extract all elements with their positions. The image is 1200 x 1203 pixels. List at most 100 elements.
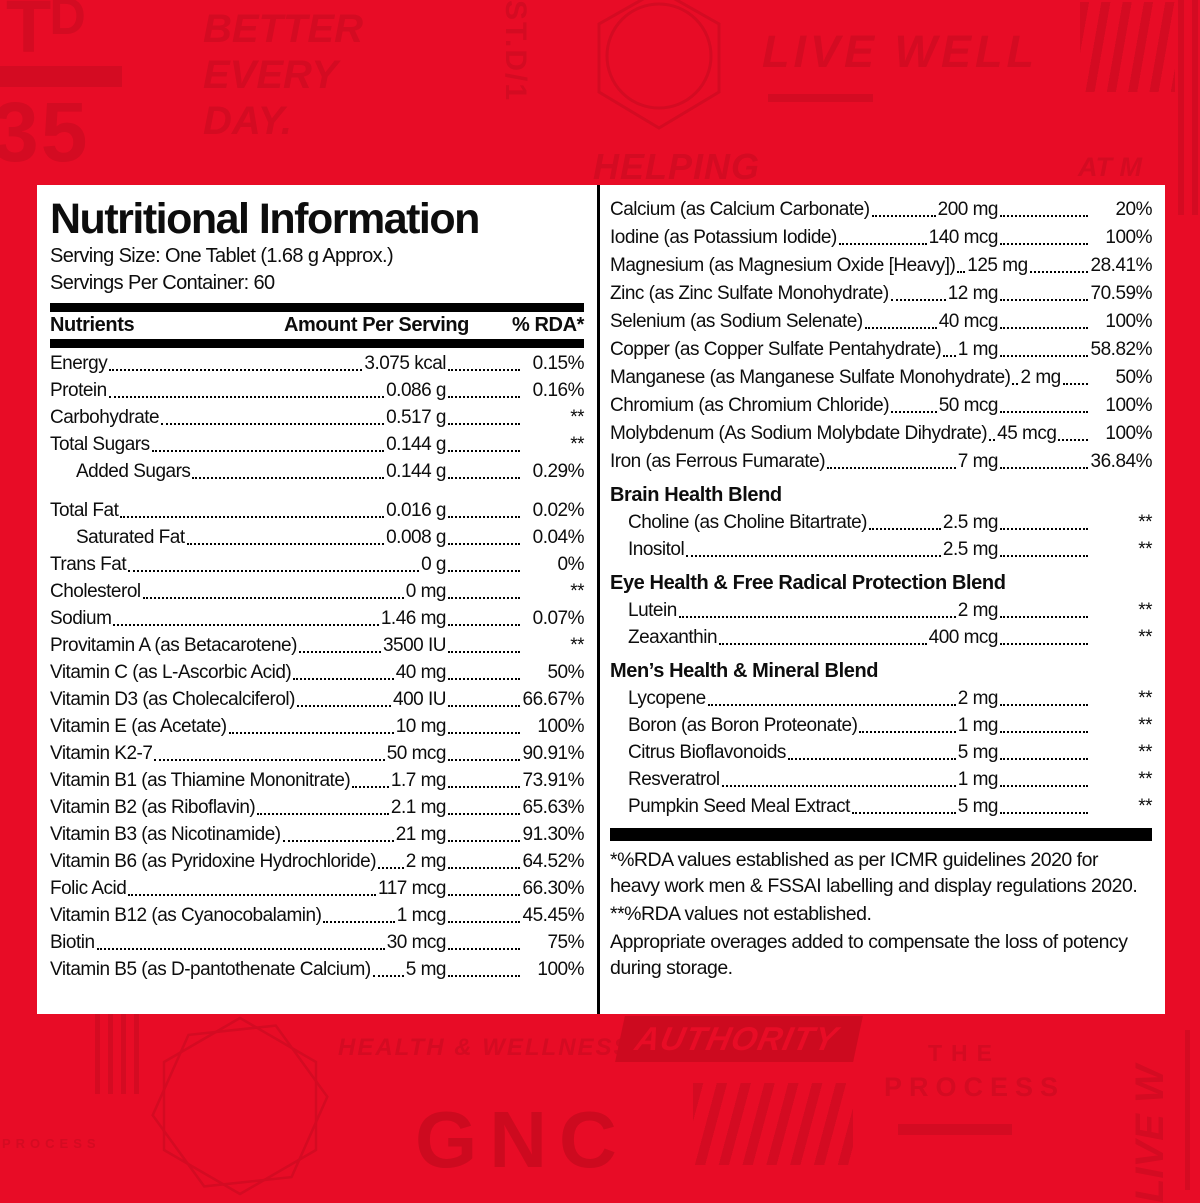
nutrient-amount: 7 mg bbox=[957, 451, 999, 472]
barcode-bars-icon bbox=[95, 1012, 143, 1094]
nutrient-amount: 1 mg bbox=[957, 769, 999, 790]
shield-hexagon-logo-icon bbox=[597, 0, 721, 130]
nutrient-name: Cholesterol bbox=[50, 580, 141, 602]
nutrient-amount: 10 mg bbox=[395, 715, 447, 737]
nutrient-name: Total Fat bbox=[50, 499, 119, 521]
table-row: Vitamin B12 (as Cyanocobalamin) 1 mcg 45.4… bbox=[50, 900, 585, 927]
blend-title: Eye Health & Free Radical Protection Ble… bbox=[610, 572, 1006, 594]
table-row: Cholesterol 0 mg ** bbox=[50, 576, 585, 603]
nutrient-rda: 45.45% bbox=[522, 904, 585, 926]
table-row: Boron (as Boron Proteonate) 1 mg ** bbox=[610, 710, 1153, 737]
dot-leader bbox=[296, 704, 392, 707]
watermark-live-well: LIVE WELL bbox=[762, 26, 1038, 77]
nutrient-amount: 12 mg bbox=[947, 283, 999, 304]
nutrient-rda: ** bbox=[570, 406, 584, 428]
watermark-at-my: AT M bbox=[1078, 152, 1142, 182]
table-row: Vitamin E (as Acetate) 10 mg 100% bbox=[50, 711, 585, 738]
dot-leader bbox=[323, 920, 395, 923]
watermark-process: PROCESS bbox=[884, 1072, 1066, 1102]
nutrient-amount: 1 mg bbox=[957, 715, 999, 736]
nutrient-rda: ** bbox=[1138, 539, 1152, 560]
nutrient-name: Lutein bbox=[628, 600, 677, 621]
dot-leader bbox=[1000, 643, 1088, 645]
nutrient-name: Chromium (as Chromium Chloride) bbox=[610, 395, 890, 416]
nutrient-rda: 100% bbox=[537, 958, 584, 980]
nutrients-table-left: Energy 3.075 kcal 0.15% Protein 0.086 g 0.16%… bbox=[50, 348, 585, 981]
dot-leader bbox=[448, 812, 520, 815]
nutrient-rda: 28.41% bbox=[1090, 255, 1153, 276]
edge-line bbox=[1185, 1030, 1190, 1190]
nutrient-rda: 100% bbox=[1105, 423, 1152, 444]
table-row: Lycopene 2 mg ** bbox=[610, 683, 1153, 710]
nutrient-name: Selenium (as Sodium Selenate) bbox=[610, 311, 863, 332]
dot-leader bbox=[1000, 555, 1088, 557]
nutrient-rda: 64.52% bbox=[522, 850, 585, 872]
nutrient-rda: 75% bbox=[547, 931, 584, 953]
watermark-gnc: GNC bbox=[415, 1095, 629, 1184]
header-nutrients: Nutrients bbox=[50, 313, 135, 336]
nutrient-rda: ** bbox=[1138, 715, 1152, 736]
nutrient-rda: 36.84% bbox=[1090, 451, 1153, 472]
dot-leader bbox=[372, 974, 404, 977]
nutrient-rda: 0.07% bbox=[532, 607, 585, 629]
nutrient-name: Inositol bbox=[628, 539, 685, 560]
nutrient-name: Folic Acid bbox=[50, 877, 127, 899]
serving-size: Serving Size: One Tablet (1.68 g Approx.… bbox=[50, 244, 394, 267]
nutrient-rda: 58.82% bbox=[1090, 339, 1153, 360]
nutrient-amount: 5 mg bbox=[405, 958, 447, 980]
dot-leader bbox=[228, 731, 394, 734]
table-row: Trans Fat 0 g 0% bbox=[50, 549, 585, 576]
slash-marks-icon bbox=[1080, 2, 1175, 92]
dot-leader bbox=[448, 623, 520, 626]
nutrient-rda: ** bbox=[1138, 796, 1152, 817]
dot-leader bbox=[864, 327, 937, 329]
nutrient-amount: 400 mcg bbox=[928, 627, 999, 648]
table-row: Protein 0.086 g 0.16% bbox=[50, 375, 585, 402]
dot-leader bbox=[120, 515, 385, 518]
watermark-authority: AUTHORITY bbox=[632, 1020, 842, 1057]
panel-title: Nutritional Information bbox=[50, 195, 480, 243]
dot-leader bbox=[1000, 299, 1088, 301]
watermark-better-line1: BETTER bbox=[203, 7, 363, 51]
nutrient-rda: ** bbox=[570, 634, 584, 656]
dot-leader bbox=[96, 947, 385, 950]
nutrient-name: Energy bbox=[50, 352, 108, 374]
nutrient-rda: 65.63% bbox=[522, 796, 585, 818]
nutrient-amount: 0.517 g bbox=[386, 406, 446, 428]
dot-leader bbox=[128, 569, 420, 572]
table-row: Total Fat 0.016 g 0.02% bbox=[50, 495, 585, 522]
nutrient-name: Vitamin C (as L-Ascorbic Acid) bbox=[50, 661, 292, 683]
table-row: Zeaxanthin 400 mcg ** bbox=[610, 622, 1153, 649]
divider-bar bbox=[50, 338, 584, 348]
dot-leader bbox=[448, 395, 520, 398]
nutrient-name: Choline (as Choline Bitartrate) bbox=[628, 512, 868, 533]
table-row: Vitamin C (as L-Ascorbic Acid) 40 mg 50% bbox=[50, 657, 585, 684]
dot-leader bbox=[1000, 327, 1088, 329]
nutrient-name: Biotin bbox=[50, 931, 95, 953]
dot-leader bbox=[192, 476, 385, 479]
hexagon-logo-icon bbox=[151, 1016, 329, 1196]
nutrient-name: Vitamin K2-7 bbox=[50, 742, 153, 764]
nutrient-amount: 0.144 g bbox=[386, 460, 446, 482]
dot-leader bbox=[448, 893, 520, 896]
footnote: **%RDA values not established. bbox=[610, 903, 872, 925]
dot-leader bbox=[352, 785, 389, 788]
nutrient-amount: 200 mg bbox=[937, 199, 999, 220]
table-row: Iodine (as Potassium Iodide) 140 mcg 100% bbox=[610, 221, 1153, 249]
nutrient-name: Sodium bbox=[50, 607, 112, 629]
nutrient-rda: 0.15% bbox=[532, 352, 585, 374]
watermark-process-small: PROCESS bbox=[2, 1136, 101, 1151]
nutrient-amount: 50 mcg bbox=[938, 395, 999, 416]
watermark-corner-mark: Tᴰ bbox=[6, 0, 85, 68]
dot-leader bbox=[1000, 785, 1088, 787]
table-row: Calcium (as Calcium Carbonate) 200 mg 20% bbox=[610, 193, 1153, 221]
dot-leader bbox=[378, 866, 404, 869]
nutrient-rda: ** bbox=[1138, 627, 1152, 648]
dot-leader bbox=[686, 555, 941, 557]
table-row: Molybdenum (As Sodium Molybdate Dihydrat… bbox=[610, 417, 1153, 445]
table-row: Vitamin B5 (as D-pantothenate Calcium) 5 … bbox=[50, 954, 585, 981]
nutrient-rda: ** bbox=[1138, 688, 1152, 709]
dot-leader bbox=[859, 731, 956, 733]
nutrient-amount: 2.5 mg bbox=[942, 539, 999, 560]
dot-leader bbox=[851, 812, 956, 814]
